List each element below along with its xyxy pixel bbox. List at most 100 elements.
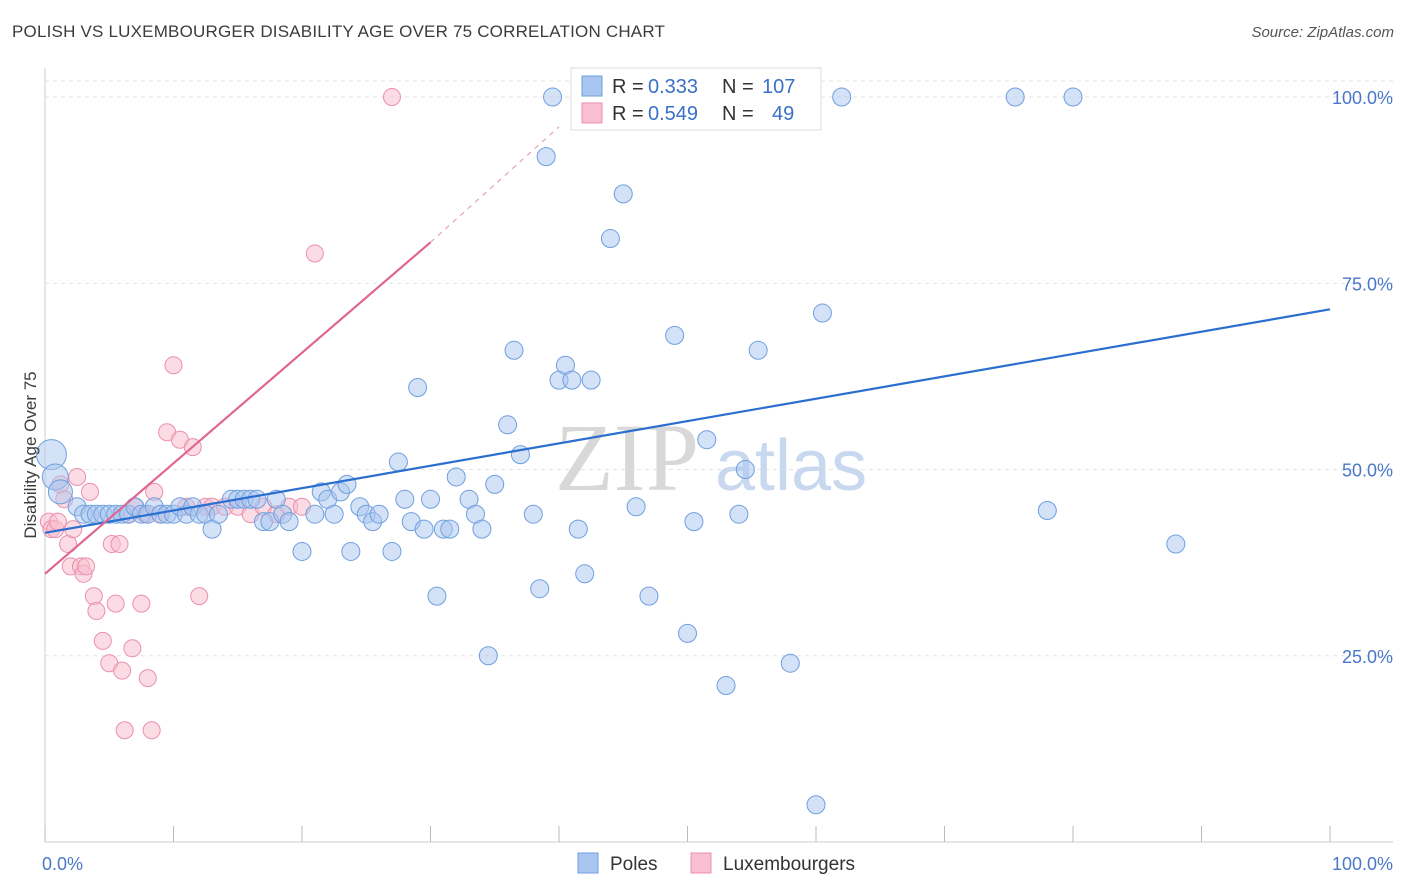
poles-point — [735, 460, 755, 479]
lux-trend-extension — [430, 126, 560, 243]
lux-point — [115, 721, 134, 740]
poles-point — [678, 623, 697, 643]
poles-point — [600, 229, 620, 249]
x-tick-label-min: 0.0% — [42, 854, 83, 874]
stats-legend: R = 0.333 N = 107 R = 0.549 N = 49 — [570, 67, 822, 131]
lux-r-label: R = — [612, 103, 644, 125]
watermark-zip: ZIP — [555, 404, 699, 511]
y-tick-label: 50.0% — [1342, 461, 1393, 481]
poles-legend-swatch — [581, 75, 603, 97]
poles-point — [427, 586, 447, 606]
poles-point — [305, 504, 325, 524]
poles-point — [279, 512, 299, 532]
poles-point — [748, 340, 768, 360]
poles-point — [812, 303, 832, 323]
lux-point — [106, 594, 125, 613]
poles-r-label: R = — [612, 76, 644, 98]
lux-point — [132, 594, 151, 613]
poles-point — [832, 87, 852, 107]
poles-point — [806, 795, 826, 815]
trend-lines — [44, 126, 1331, 575]
poles-point — [581, 370, 601, 390]
poles-point — [729, 504, 749, 524]
poles-point — [697, 430, 717, 450]
poles-r-value: 0.333 — [648, 76, 698, 98]
lux-point — [305, 244, 324, 263]
y-tick-label: 100.0% — [1332, 88, 1393, 108]
lux-point — [123, 639, 142, 658]
lux-r-value: 0.549 — [648, 103, 698, 125]
poles-point — [472, 519, 492, 539]
lux-n-value: 49 — [772, 103, 794, 125]
poles-point — [414, 519, 434, 539]
poles-point — [408, 378, 428, 398]
poles-series-swatch — [577, 852, 599, 874]
poles-point — [208, 504, 228, 524]
poles-point — [395, 489, 415, 509]
lux-trend-line — [44, 241, 432, 575]
lux-point — [113, 661, 132, 680]
poles-point — [665, 325, 685, 345]
poles-point — [530, 579, 550, 599]
poles-point — [421, 489, 440, 509]
poles-point — [1166, 534, 1186, 554]
series-legend: Poles Luxembourgers — [577, 852, 855, 875]
luxembourgers-points — [39, 88, 401, 740]
y-tick-label: 75.0% — [1342, 274, 1393, 294]
tick-labels: 25.0% 50.0% 75.0% 100.0% 0.0% 100.0% — [42, 88, 1393, 874]
poles-point — [341, 541, 361, 561]
poles-point — [523, 504, 543, 524]
poles-point — [543, 87, 563, 107]
poles-point — [536, 147, 556, 167]
poles-point — [639, 586, 659, 606]
lux-point — [80, 482, 99, 501]
poles-point — [1005, 87, 1025, 107]
poles-point — [446, 467, 466, 487]
lux-n-label: N = — [722, 103, 754, 125]
lux-point — [190, 587, 209, 606]
poles-point — [382, 541, 402, 561]
lux-point — [84, 587, 103, 606]
poles-n-value: 107 — [762, 76, 795, 98]
lux-point — [164, 356, 183, 375]
poles-point — [1063, 87, 1083, 107]
y-tick-label: 25.0% — [1342, 647, 1393, 667]
lux-series-swatch — [690, 852, 712, 874]
poles-point — [1037, 500, 1057, 520]
poles-point — [440, 519, 460, 539]
poles-point — [485, 474, 505, 494]
poles-point — [388, 452, 408, 472]
source-label: Source: ZipAtlas.com — [1251, 24, 1394, 41]
poles-point — [498, 415, 518, 435]
lux-point — [77, 557, 96, 576]
poles-point — [369, 504, 389, 524]
poles-series-label: Poles — [610, 854, 658, 875]
poles-point — [613, 184, 633, 204]
poles-point — [684, 512, 704, 532]
lux-series-label: Luxembourgers — [723, 854, 855, 875]
lux-point — [382, 88, 401, 106]
poles-point — [292, 541, 312, 561]
x-tick-label-max: 100.0% — [1332, 854, 1393, 874]
poles-point — [47, 479, 73, 505]
poles-point — [478, 646, 498, 666]
poles-point — [626, 497, 646, 517]
poles-point — [504, 340, 524, 360]
y-axis-label: Disability Age Over 75 — [21, 371, 40, 538]
lux-point — [138, 669, 157, 688]
poles-point — [780, 653, 800, 673]
poles-n-label: N = — [722, 76, 754, 98]
chart-title: POLISH VS LUXEMBOURGER DISABILITY AGE OV… — [12, 22, 666, 41]
poles-point — [324, 504, 344, 524]
grid-lines — [45, 80, 1393, 657]
lux-point — [87, 602, 106, 621]
lux-point — [142, 721, 161, 740]
lux-point — [68, 467, 87, 486]
lux-legend-swatch — [581, 102, 603, 124]
poles-point — [562, 370, 582, 390]
poles-point — [575, 564, 595, 584]
poles-point — [568, 519, 588, 539]
lux-point — [110, 535, 129, 553]
poles-point — [716, 676, 736, 696]
